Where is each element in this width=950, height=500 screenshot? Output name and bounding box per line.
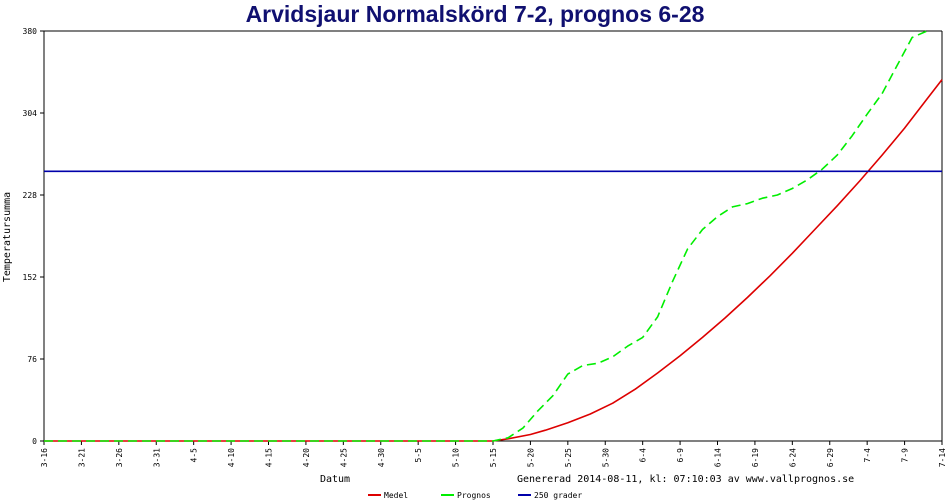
x-tick-label: 7-9 [901, 448, 910, 463]
y-axis-label: Temperatursumma [2, 192, 13, 282]
legend-label-0: Medel [384, 491, 408, 500]
legend-label-1: Prognos [457, 491, 491, 500]
y-tick-label: 304 [23, 109, 38, 118]
x-tick-label: 6-9 [676, 448, 685, 463]
x-tick-label: 5-5 [414, 448, 423, 463]
series-line-0 [44, 79, 943, 442]
x-tick-label: 4-30 [377, 448, 386, 467]
x-tick-label: 3-16 [40, 448, 49, 467]
legend-label-2: 250 grader [534, 491, 582, 500]
x-tick-label: 4-5 [190, 448, 199, 463]
x-tick-label: 3-21 [77, 448, 86, 467]
x-tick-label: 5-10 [452, 448, 461, 467]
series-line-1 [44, 30, 928, 442]
x-axis-ticks: 3-16 3-21 3-26 3-31 4-5 4-10 4-15 4-20 4-25 4-30 5… [40, 441, 947, 467]
x-tick-label: 7-14 [938, 448, 947, 467]
y-tick-label: 152 [23, 273, 38, 282]
y-axis-ticks: 0 76 152 228 304 380 [23, 27, 44, 446]
x-tick-label: 4-25 [339, 448, 348, 467]
y-tick-label: 0 [32, 437, 37, 446]
chart-title: Arvidsjaur Normalskörd 7-2, prognos 6-28 [245, 1, 705, 27]
y-tick-label: 380 [23, 27, 38, 36]
x-tick-label: 5-30 [601, 448, 610, 467]
x-tick-label: 5-20 [526, 448, 535, 467]
x-tick-label: 6-14 [714, 448, 723, 467]
series-lines [44, 30, 943, 442]
x-tick-label: 5-25 [564, 448, 573, 467]
x-tick-label: 6-29 [826, 448, 835, 467]
y-tick-label: 76 [27, 355, 37, 364]
legend: Medel Prognos 250 grader [368, 491, 582, 500]
x-tick-label: 4-15 [265, 448, 274, 467]
x-tick-label: 3-31 [152, 448, 161, 467]
x-axis-label: Datum [320, 474, 350, 485]
x-tick-label: 4-20 [302, 448, 311, 467]
x-tick-label: 6-19 [751, 448, 760, 467]
x-tick-label: 5-15 [489, 448, 498, 467]
generated-note: Genererad 2014-08-11, kl: 07:10:03 av ww… [517, 474, 854, 485]
plot-frame [43, 30, 943, 442]
x-tick-label: 4-10 [227, 448, 236, 467]
y-tick-label: 228 [23, 191, 38, 200]
x-tick-label: 3-26 [115, 448, 124, 467]
x-tick-label: 6-24 [788, 448, 797, 467]
x-tick-label: 7-4 [863, 448, 872, 463]
x-tick-label: 6-4 [639, 448, 648, 463]
